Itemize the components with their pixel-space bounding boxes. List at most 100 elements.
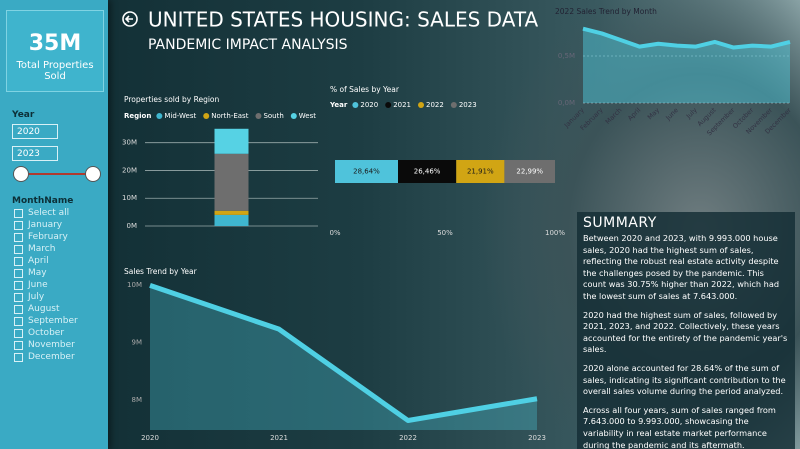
sidebar: 35M Total Properties Sold Year 2020 2023… — [0, 0, 108, 449]
month-option-label: August — [28, 304, 60, 314]
summary-panel: SUMMARY Between 2020 and 2023, with 9.99… — [577, 212, 795, 449]
month-option[interactable]: Select all — [14, 208, 69, 218]
chart-title: 2022 Sales Trend by Month — [555, 7, 657, 16]
y-tick-label: 30M — [122, 139, 137, 147]
month-option-label: November — [28, 340, 75, 350]
summary-title: SUMMARY — [583, 215, 657, 231]
legend-swatch — [385, 102, 392, 108]
month-option[interactable]: December — [14, 352, 75, 362]
month-option[interactable]: August — [14, 304, 60, 314]
x-tick-label: July — [684, 106, 699, 121]
month-slicer-label: MonthName — [12, 196, 74, 206]
legend-swatch — [418, 102, 425, 108]
legend-label: 2020 — [360, 101, 378, 109]
month-option-label: March — [28, 244, 56, 254]
summary-paragraph: Between 2020 and 2023, with 9.993.000 ho… — [583, 233, 780, 301]
area-fill — [150, 285, 537, 430]
chart-title: Properties sold by Region — [124, 95, 220, 104]
month-option-label: June — [28, 280, 48, 290]
month-option-label: Select all — [28, 208, 70, 218]
x-tick-label: 2022 — [399, 434, 417, 442]
legend-title: Year — [329, 101, 348, 109]
month-option-label: September — [28, 316, 78, 326]
month-option-label: December — [28, 352, 75, 362]
x-tick-label: 100% — [545, 229, 565, 237]
month-option-label: April — [28, 256, 49, 266]
checkbox[interactable] — [14, 256, 23, 266]
checkbox[interactable] — [14, 208, 23, 218]
chart-title: Sales Trend by Year — [124, 267, 198, 276]
year-from[interactable]: 2020 — [12, 124, 58, 139]
year-range-handle[interactable] — [13, 166, 29, 182]
checkbox[interactable] — [14, 232, 23, 242]
month-option[interactable]: March — [14, 244, 55, 254]
y-tick-label: 0,5M — [558, 52, 575, 60]
legend-swatch — [255, 113, 262, 119]
month-option[interactable]: April — [14, 256, 49, 266]
month-option-label: May — [28, 268, 47, 278]
bar-segment — [504, 160, 555, 183]
page-title: UNITED STATES HOUSING: SALES DATA — [148, 8, 538, 32]
bar-segment — [214, 210, 249, 215]
legend-swatch — [203, 113, 210, 119]
trend-line — [149, 283, 538, 424]
kpi-label: Total Properties Sold — [16, 60, 94, 82]
checkbox[interactable] — [14, 304, 23, 314]
legend-label: 2023 — [459, 101, 477, 109]
month-option[interactable]: January — [14, 220, 62, 230]
data-label: 26,46% — [414, 168, 441, 176]
checkbox[interactable] — [14, 280, 23, 290]
checkbox[interactable] — [14, 220, 23, 230]
legend-label: South — [263, 112, 283, 120]
y-tick-label: 9M — [132, 338, 143, 346]
legend-title: Region — [124, 112, 151, 120]
x-tick-label: April — [626, 106, 642, 122]
year-slicer-label: Year — [12, 110, 35, 120]
month-option-label: July — [28, 292, 45, 302]
checkbox[interactable] — [14, 292, 23, 302]
kpi-card: 35M Total Properties Sold — [6, 10, 104, 92]
legend-swatch — [450, 102, 457, 108]
checkbox[interactable] — [14, 340, 23, 350]
data-label: 28,64% — [353, 168, 380, 176]
year-to[interactable]: 2023 — [12, 146, 58, 161]
summary-paragraph: Across all four years, sum of sales rang… — [583, 404, 776, 449]
legend-swatch — [156, 113, 163, 119]
legend-label: Mid-West — [164, 112, 196, 120]
x-tick-label: 2021 — [270, 434, 288, 442]
checkbox[interactable] — [14, 268, 23, 278]
checkbox[interactable] — [14, 316, 23, 326]
bar-segment — [214, 128, 249, 154]
legend-label: West — [299, 112, 316, 120]
checkbox[interactable] — [14, 352, 23, 362]
month-option[interactable]: November — [14, 340, 75, 350]
summary-paragraph: 2020 alone accounted for 28.64% of the s… — [583, 362, 786, 397]
month-option[interactable]: June — [14, 280, 48, 290]
checkbox[interactable] — [14, 328, 23, 338]
summary-body: Between 2020 and 2023, with 9.993.000 ho… — [583, 233, 789, 449]
y-tick-label: 10M — [122, 194, 137, 202]
y-tick-label: 8M — [132, 396, 143, 404]
x-tick-label: May — [646, 106, 661, 121]
legend-label: 2021 — [393, 101, 411, 109]
bar-segment — [214, 153, 249, 211]
month-option[interactable]: October — [14, 328, 64, 338]
x-tick-label: 0% — [329, 229, 340, 237]
page-subtitle: PANDEMIC IMPACT ANALYSIS — [148, 37, 348, 53]
month-option[interactable]: February — [14, 232, 68, 242]
legend-label: 2022 — [426, 101, 444, 109]
data-label: 22,99% — [516, 168, 543, 176]
bar-segment — [398, 160, 457, 183]
month-option[interactable]: September — [14, 316, 78, 326]
year-range-handle[interactable] — [85, 166, 101, 182]
back-button[interactable] — [122, 11, 138, 27]
checkbox[interactable] — [14, 244, 23, 254]
month-option-label: February — [28, 232, 68, 242]
x-tick-label: 50% — [437, 229, 453, 237]
back-arrow — [124, 15, 133, 23]
month-option[interactable]: May — [14, 268, 47, 278]
month-option[interactable]: July — [14, 292, 44, 302]
summary-paragraph: 2020 had the highest sum of sales, follo… — [583, 309, 788, 355]
